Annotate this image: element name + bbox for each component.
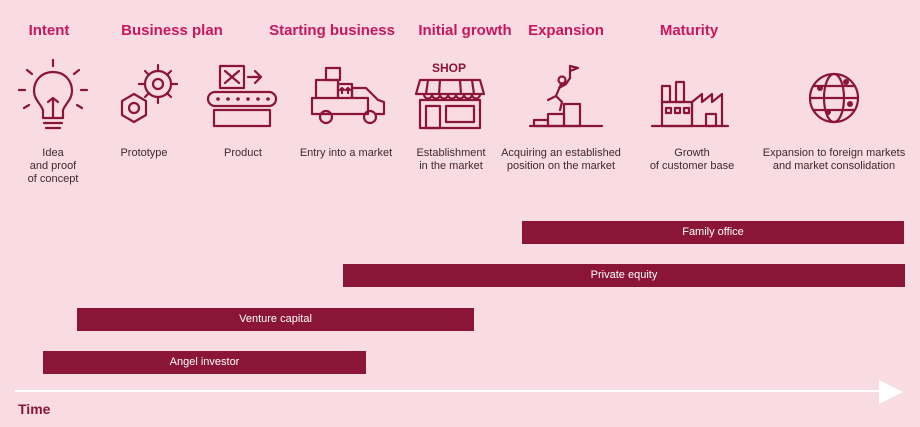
step-desc-foreign-expansion: Expansion to foreign markets and market …: [762, 147, 906, 172]
stage-title-maturity: Maturity: [659, 22, 719, 39]
stage-title-initial-growth: Initial growth: [418, 22, 512, 39]
step-desc-established-position: Acquiring an established position on the…: [501, 147, 621, 172]
step-desc-establishment: Establishment in the market: [416, 147, 486, 172]
delivery-truck-icon: [306, 58, 386, 136]
stage-title-intent: Intent: [28, 22, 70, 39]
financing-bar-venture-capital: Venture capital: [77, 308, 474, 331]
gears-icon: [106, 58, 186, 136]
factory-icon: [650, 58, 730, 136]
globe-network-icon: [794, 58, 874, 136]
shop-sign-text: SHOP: [432, 61, 466, 75]
lightbulb-icon: [13, 58, 93, 136]
financing-bar-family-office: Family office: [522, 221, 904, 244]
step-desc-product: Product: [224, 147, 262, 159]
stage-title-business-plan: Business plan: [121, 22, 223, 39]
conveyor-icon: [202, 58, 282, 136]
step-desc-idea: Idea and proof of concept: [27, 147, 79, 185]
stage-title-expansion: Expansion: [528, 22, 604, 39]
step-desc-customer-growth: Growth of customer base: [649, 147, 735, 172]
step-desc-market-entry: Entry into a market: [299, 147, 393, 159]
time-axis-line: [15, 390, 885, 392]
financing-bar-private-equity: Private equity: [343, 264, 905, 287]
stage-title-starting-business: Starting business: [269, 22, 395, 39]
time-axis-label: Time: [18, 401, 51, 417]
podium-climb-icon: [526, 58, 606, 136]
financing-bar-angel-investor: Angel investor: [43, 351, 366, 374]
time-arrow-icon: [879, 380, 903, 404]
step-desc-prototype: Prototype: [120, 147, 168, 159]
shop-icon: SHOP: [410, 58, 490, 136]
